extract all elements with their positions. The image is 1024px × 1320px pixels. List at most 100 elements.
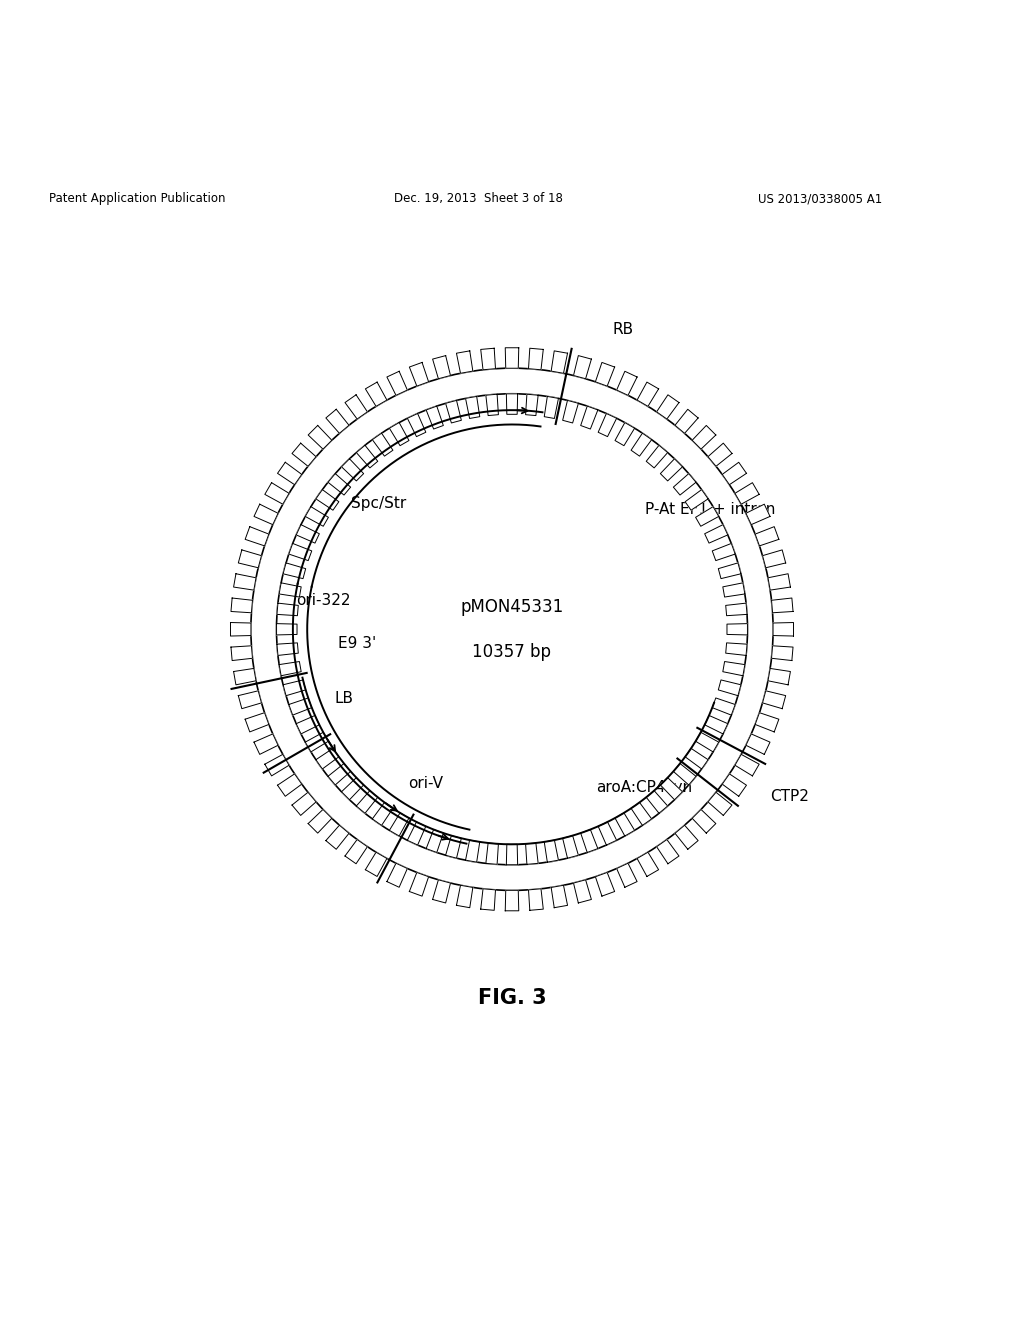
Polygon shape — [646, 445, 668, 467]
Polygon shape — [445, 400, 462, 422]
Polygon shape — [231, 598, 253, 612]
Polygon shape — [457, 351, 473, 374]
Polygon shape — [289, 698, 311, 715]
Polygon shape — [674, 474, 696, 495]
Polygon shape — [278, 462, 302, 484]
Polygon shape — [616, 371, 637, 396]
Polygon shape — [410, 873, 429, 896]
Text: E9 3': E9 3' — [338, 636, 376, 651]
Polygon shape — [615, 813, 635, 836]
Polygon shape — [276, 643, 298, 656]
Polygon shape — [485, 843, 499, 865]
Polygon shape — [366, 381, 387, 407]
Polygon shape — [562, 836, 579, 858]
Polygon shape — [692, 425, 716, 449]
Polygon shape — [660, 459, 682, 480]
Polygon shape — [326, 409, 349, 433]
Polygon shape — [525, 843, 539, 865]
Polygon shape — [637, 853, 658, 876]
Polygon shape — [233, 574, 256, 590]
Polygon shape — [254, 504, 279, 524]
Polygon shape — [581, 829, 598, 853]
Polygon shape — [595, 363, 614, 387]
Polygon shape — [718, 680, 741, 696]
Polygon shape — [276, 603, 298, 615]
Polygon shape — [505, 347, 519, 368]
Text: aroA:CP4syn: aroA:CP4syn — [596, 780, 692, 795]
Polygon shape — [356, 791, 378, 813]
Polygon shape — [389, 422, 409, 446]
Polygon shape — [278, 774, 302, 796]
Text: LB: LB — [334, 692, 353, 706]
Polygon shape — [528, 348, 544, 370]
Polygon shape — [239, 690, 261, 709]
Polygon shape — [735, 754, 759, 776]
Polygon shape — [485, 395, 499, 416]
Polygon shape — [562, 400, 579, 422]
Polygon shape — [685, 748, 709, 770]
Polygon shape — [345, 840, 368, 863]
Polygon shape — [305, 507, 329, 527]
Polygon shape — [342, 459, 364, 480]
Polygon shape — [674, 763, 696, 785]
Text: Dec. 19, 2013  Sheet 3 of 18: Dec. 19, 2013 Sheet 3 of 18 — [394, 191, 563, 205]
Polygon shape — [685, 490, 709, 511]
Polygon shape — [308, 809, 332, 833]
Polygon shape — [637, 381, 658, 407]
Polygon shape — [426, 407, 443, 429]
Polygon shape — [480, 348, 496, 370]
Polygon shape — [239, 550, 261, 568]
Polygon shape — [230, 623, 251, 636]
Polygon shape — [755, 527, 779, 546]
Polygon shape — [525, 395, 539, 416]
Polygon shape — [723, 661, 744, 676]
Polygon shape — [551, 886, 567, 908]
Polygon shape — [387, 371, 408, 396]
Polygon shape — [675, 409, 698, 433]
Polygon shape — [345, 395, 368, 418]
Polygon shape — [551, 351, 567, 374]
Polygon shape — [445, 836, 462, 858]
Polygon shape — [616, 863, 637, 887]
Polygon shape — [763, 690, 785, 709]
Polygon shape — [505, 890, 519, 911]
Polygon shape — [544, 396, 558, 418]
Polygon shape — [573, 880, 592, 903]
Polygon shape — [768, 668, 791, 685]
Polygon shape — [660, 777, 682, 800]
Polygon shape — [771, 598, 793, 612]
Polygon shape — [631, 803, 651, 825]
Polygon shape — [265, 483, 289, 504]
Polygon shape — [544, 840, 558, 862]
Polygon shape — [466, 396, 480, 418]
Polygon shape — [373, 433, 393, 457]
Polygon shape — [480, 888, 496, 911]
Polygon shape — [466, 840, 480, 862]
Polygon shape — [528, 888, 544, 911]
Polygon shape — [328, 474, 350, 495]
Polygon shape — [722, 774, 746, 796]
Text: Spc/Str: Spc/Str — [351, 496, 407, 511]
Polygon shape — [432, 355, 451, 379]
Polygon shape — [305, 733, 329, 752]
Polygon shape — [598, 413, 616, 437]
Text: RB: RB — [612, 322, 633, 337]
Polygon shape — [276, 623, 297, 635]
Polygon shape — [366, 853, 387, 876]
Polygon shape — [506, 845, 518, 865]
Polygon shape — [457, 886, 473, 908]
Polygon shape — [283, 562, 306, 578]
Polygon shape — [308, 425, 332, 449]
Text: ori-V: ori-V — [409, 776, 443, 791]
Polygon shape — [315, 490, 339, 511]
Polygon shape — [708, 792, 732, 816]
Polygon shape — [356, 445, 378, 467]
Polygon shape — [506, 393, 518, 414]
Polygon shape — [726, 603, 748, 615]
Polygon shape — [598, 822, 616, 845]
Polygon shape — [387, 863, 408, 887]
Polygon shape — [265, 754, 289, 776]
Polygon shape — [426, 829, 443, 853]
Polygon shape — [233, 668, 256, 685]
Polygon shape — [726, 643, 748, 656]
